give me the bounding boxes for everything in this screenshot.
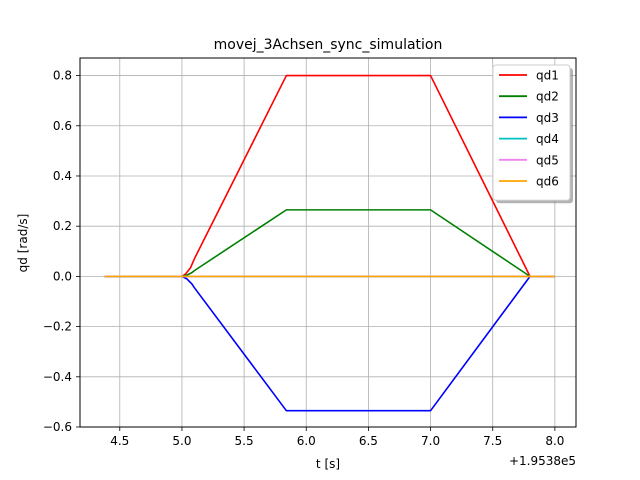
x-tick-label: 7.0	[421, 434, 440, 448]
chart-title: movej_3Achsen_sync_simulation	[214, 37, 443, 53]
y-tick-label: −0.4	[43, 370, 72, 384]
legend-box	[492, 64, 571, 201]
legend-label-qd5: qd5	[536, 153, 559, 167]
y-tick-label: 0.4	[53, 169, 72, 183]
x-tick-label: 6.0	[297, 434, 316, 448]
x-tick-label: 8.0	[545, 434, 564, 448]
y-tick-label: 0.2	[53, 219, 72, 233]
legend: qd1 qd2 qd3 qd4 qd5 qd6	[492, 64, 573, 204]
y-tick-label: 0.0	[53, 269, 72, 283]
y-tick-label: −0.6	[43, 420, 72, 434]
y-axis-ticks: −0.6 −0.4 −0.2 0.0 0.2 0.4 0.6 0.8	[43, 69, 80, 434]
x-axis-offset-label: +1.9538e5	[509, 454, 576, 468]
legend-label-qd3: qd3	[536, 111, 559, 125]
x-axis-label: t [s]	[316, 457, 340, 471]
x-tick-label: 5.5	[235, 434, 254, 448]
x-tick-label: 6.5	[359, 434, 378, 448]
x-tick-label: 4.5	[110, 434, 129, 448]
plot-frame	[79, 57, 577, 428]
legend-label-qd6: qd6	[536, 175, 559, 189]
legend-label-qd1: qd1	[536, 69, 559, 83]
x-axis-ticks: 4.5 5.0 5.5 6.0 6.5 7.0 7.5 8.0	[110, 427, 564, 448]
y-tick-label: −0.2	[43, 320, 72, 334]
series-line-qd3	[104, 275, 555, 412]
legend-label-qd2: qd2	[536, 90, 559, 104]
series-lines	[104, 74, 555, 412]
y-tick-label: 0.6	[53, 119, 72, 133]
legend-label-qd4: qd4	[536, 132, 559, 146]
x-tick-label: 5.0	[172, 434, 191, 448]
y-tick-label: 0.8	[53, 69, 72, 83]
x-tick-label: 7.5	[483, 434, 502, 448]
y-axis-label: qd [rad/s]	[16, 214, 30, 273]
